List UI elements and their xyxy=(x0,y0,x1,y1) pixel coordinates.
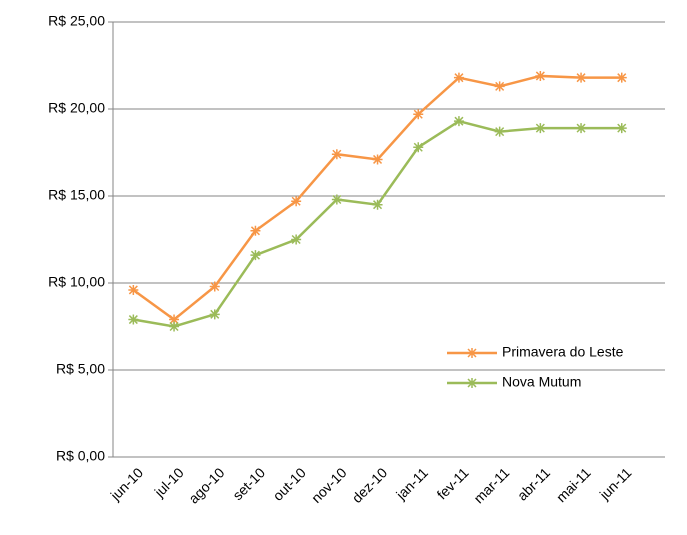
y-tick-label: R$ 20,00 xyxy=(48,100,105,116)
marker xyxy=(372,154,383,165)
legend-label: Nova Mutum xyxy=(502,374,581,390)
x-tick-label: mar-11 xyxy=(470,464,512,506)
legend-marker xyxy=(467,378,477,388)
marker xyxy=(291,234,302,245)
x-tick-label: ago-10 xyxy=(185,464,227,506)
y-tick-label: R$ 10,00 xyxy=(48,274,105,290)
marker xyxy=(576,72,587,83)
y-tick-label: R$ 25,00 xyxy=(48,13,105,29)
marker xyxy=(128,314,139,325)
marker xyxy=(535,123,546,134)
x-tick-label: nov-10 xyxy=(308,464,350,506)
marker xyxy=(209,309,220,320)
x-tick-label: abr-11 xyxy=(514,464,553,503)
marker xyxy=(453,116,464,127)
marker xyxy=(128,284,139,295)
marker xyxy=(169,321,180,332)
marker xyxy=(250,225,261,236)
x-tick-label: mai-11 xyxy=(553,464,594,505)
marker xyxy=(453,72,464,83)
y-tick-label: R$ 15,00 xyxy=(48,187,105,203)
marker xyxy=(372,199,383,210)
marker xyxy=(494,81,505,92)
y-tick-label: R$ 5,00 xyxy=(56,361,105,377)
x-tick-label: jun-10 xyxy=(107,464,147,504)
marker xyxy=(331,194,342,205)
x-tick-label: out-10 xyxy=(270,464,310,504)
marker xyxy=(169,314,180,325)
x-tick-label: fev-11 xyxy=(434,464,472,502)
marker xyxy=(494,126,505,137)
legend-marker xyxy=(467,348,477,358)
marker xyxy=(413,109,424,120)
x-tick-label: jun-11 xyxy=(596,464,635,503)
marker xyxy=(331,149,342,160)
y-tick-label: R$ 0,00 xyxy=(56,448,105,464)
marker xyxy=(616,72,627,83)
series-line xyxy=(133,119,622,328)
marker xyxy=(209,281,220,292)
marker xyxy=(291,196,302,207)
x-tick-label: set-10 xyxy=(229,464,268,503)
marker xyxy=(413,142,424,153)
x-tick-label: dez-10 xyxy=(349,464,391,506)
marker xyxy=(535,70,546,81)
marker xyxy=(576,123,587,134)
x-tick-label: jan-11 xyxy=(392,464,431,503)
marker xyxy=(250,250,261,261)
x-tick-label: jul-10 xyxy=(151,464,187,500)
marker xyxy=(616,123,627,134)
legend-label: Primavera do Leste xyxy=(502,344,624,360)
